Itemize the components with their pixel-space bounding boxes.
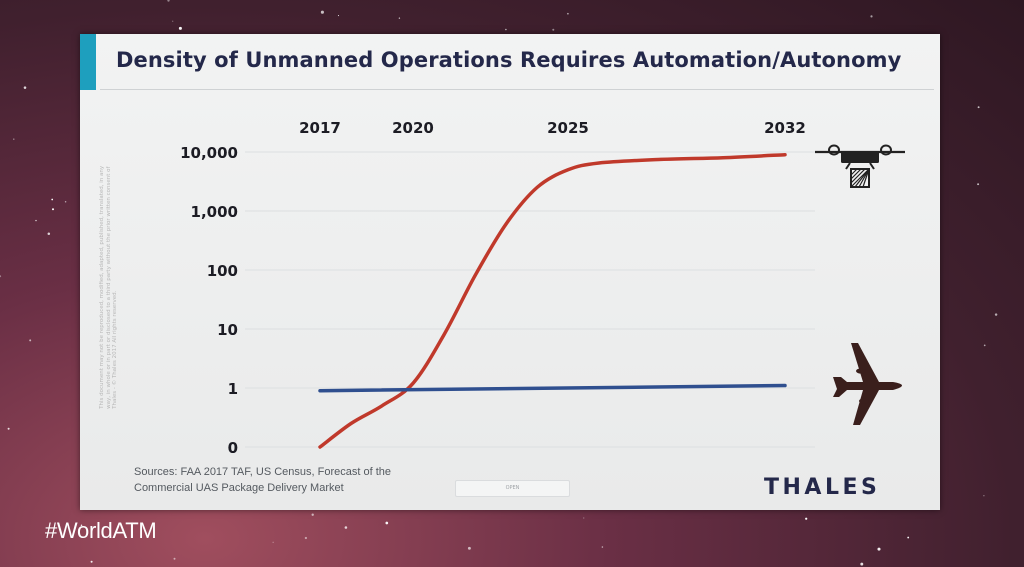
drone-icon <box>815 144 905 188</box>
star <box>907 536 910 539</box>
star <box>337 15 340 17</box>
star <box>805 517 808 520</box>
star <box>567 12 569 15</box>
star <box>311 513 314 516</box>
sources-text: Sources: FAA 2017 TAF, US Census, Foreca… <box>134 464 464 496</box>
star <box>29 339 32 342</box>
star <box>994 313 998 316</box>
star <box>178 26 182 30</box>
star <box>167 0 170 2</box>
star <box>35 219 37 222</box>
y-tick-label: 10,000 <box>180 144 238 162</box>
star <box>0 275 2 278</box>
star <box>877 547 881 551</box>
star <box>385 521 389 525</box>
y-tick-label: 1,000 <box>191 203 238 221</box>
slide-title: Density of Unmanned Operations Requires … <box>116 48 902 72</box>
presentation-slide: Density of Unmanned Operations Requires … <box>80 34 940 510</box>
star <box>505 28 507 31</box>
star <box>304 536 308 540</box>
sources-line-2: Commercial UAS Package Delivery Market <box>134 482 344 494</box>
x-category-label: 2025 <box>547 119 589 137</box>
star <box>51 198 54 201</box>
y-tick-label: 0 <box>228 439 238 457</box>
airplane-icon <box>833 343 902 425</box>
star <box>860 562 864 566</box>
star <box>13 138 15 140</box>
star <box>870 15 873 18</box>
manned-series-line <box>318 383 787 393</box>
star <box>173 557 176 560</box>
star <box>47 232 51 236</box>
open-classification-box: OPEN <box>455 480 570 497</box>
thales-logo: THALES <box>764 475 881 500</box>
star <box>51 208 55 211</box>
star <box>977 183 980 186</box>
sources-line-1: Sources: FAA 2017 TAF, US Census, Foreca… <box>134 466 391 478</box>
y-tick-label: 1 <box>228 380 238 398</box>
y-tick-label: 10 <box>217 321 238 339</box>
unmanned-series-line <box>318 152 787 449</box>
star <box>320 10 324 14</box>
star <box>983 495 985 497</box>
star <box>64 200 67 203</box>
star <box>272 541 274 543</box>
star <box>467 546 471 550</box>
star <box>983 344 986 347</box>
star <box>398 17 401 19</box>
y-tick-label: 100 <box>207 262 238 280</box>
x-category-label: 2032 <box>764 119 806 137</box>
star <box>977 106 980 109</box>
title-accent-bar <box>80 34 96 90</box>
x-category-label: 2017 <box>299 119 341 137</box>
star <box>7 427 10 430</box>
star <box>583 517 585 519</box>
star <box>23 86 27 89</box>
star <box>90 560 93 563</box>
star <box>601 546 604 548</box>
title-divider <box>100 89 934 90</box>
star <box>172 20 174 22</box>
star <box>80 524 83 526</box>
star <box>344 526 348 529</box>
star <box>552 28 555 31</box>
worldatm-hashtag: #WorldATM <box>45 518 157 543</box>
x-category-label: 2020 <box>392 119 434 137</box>
